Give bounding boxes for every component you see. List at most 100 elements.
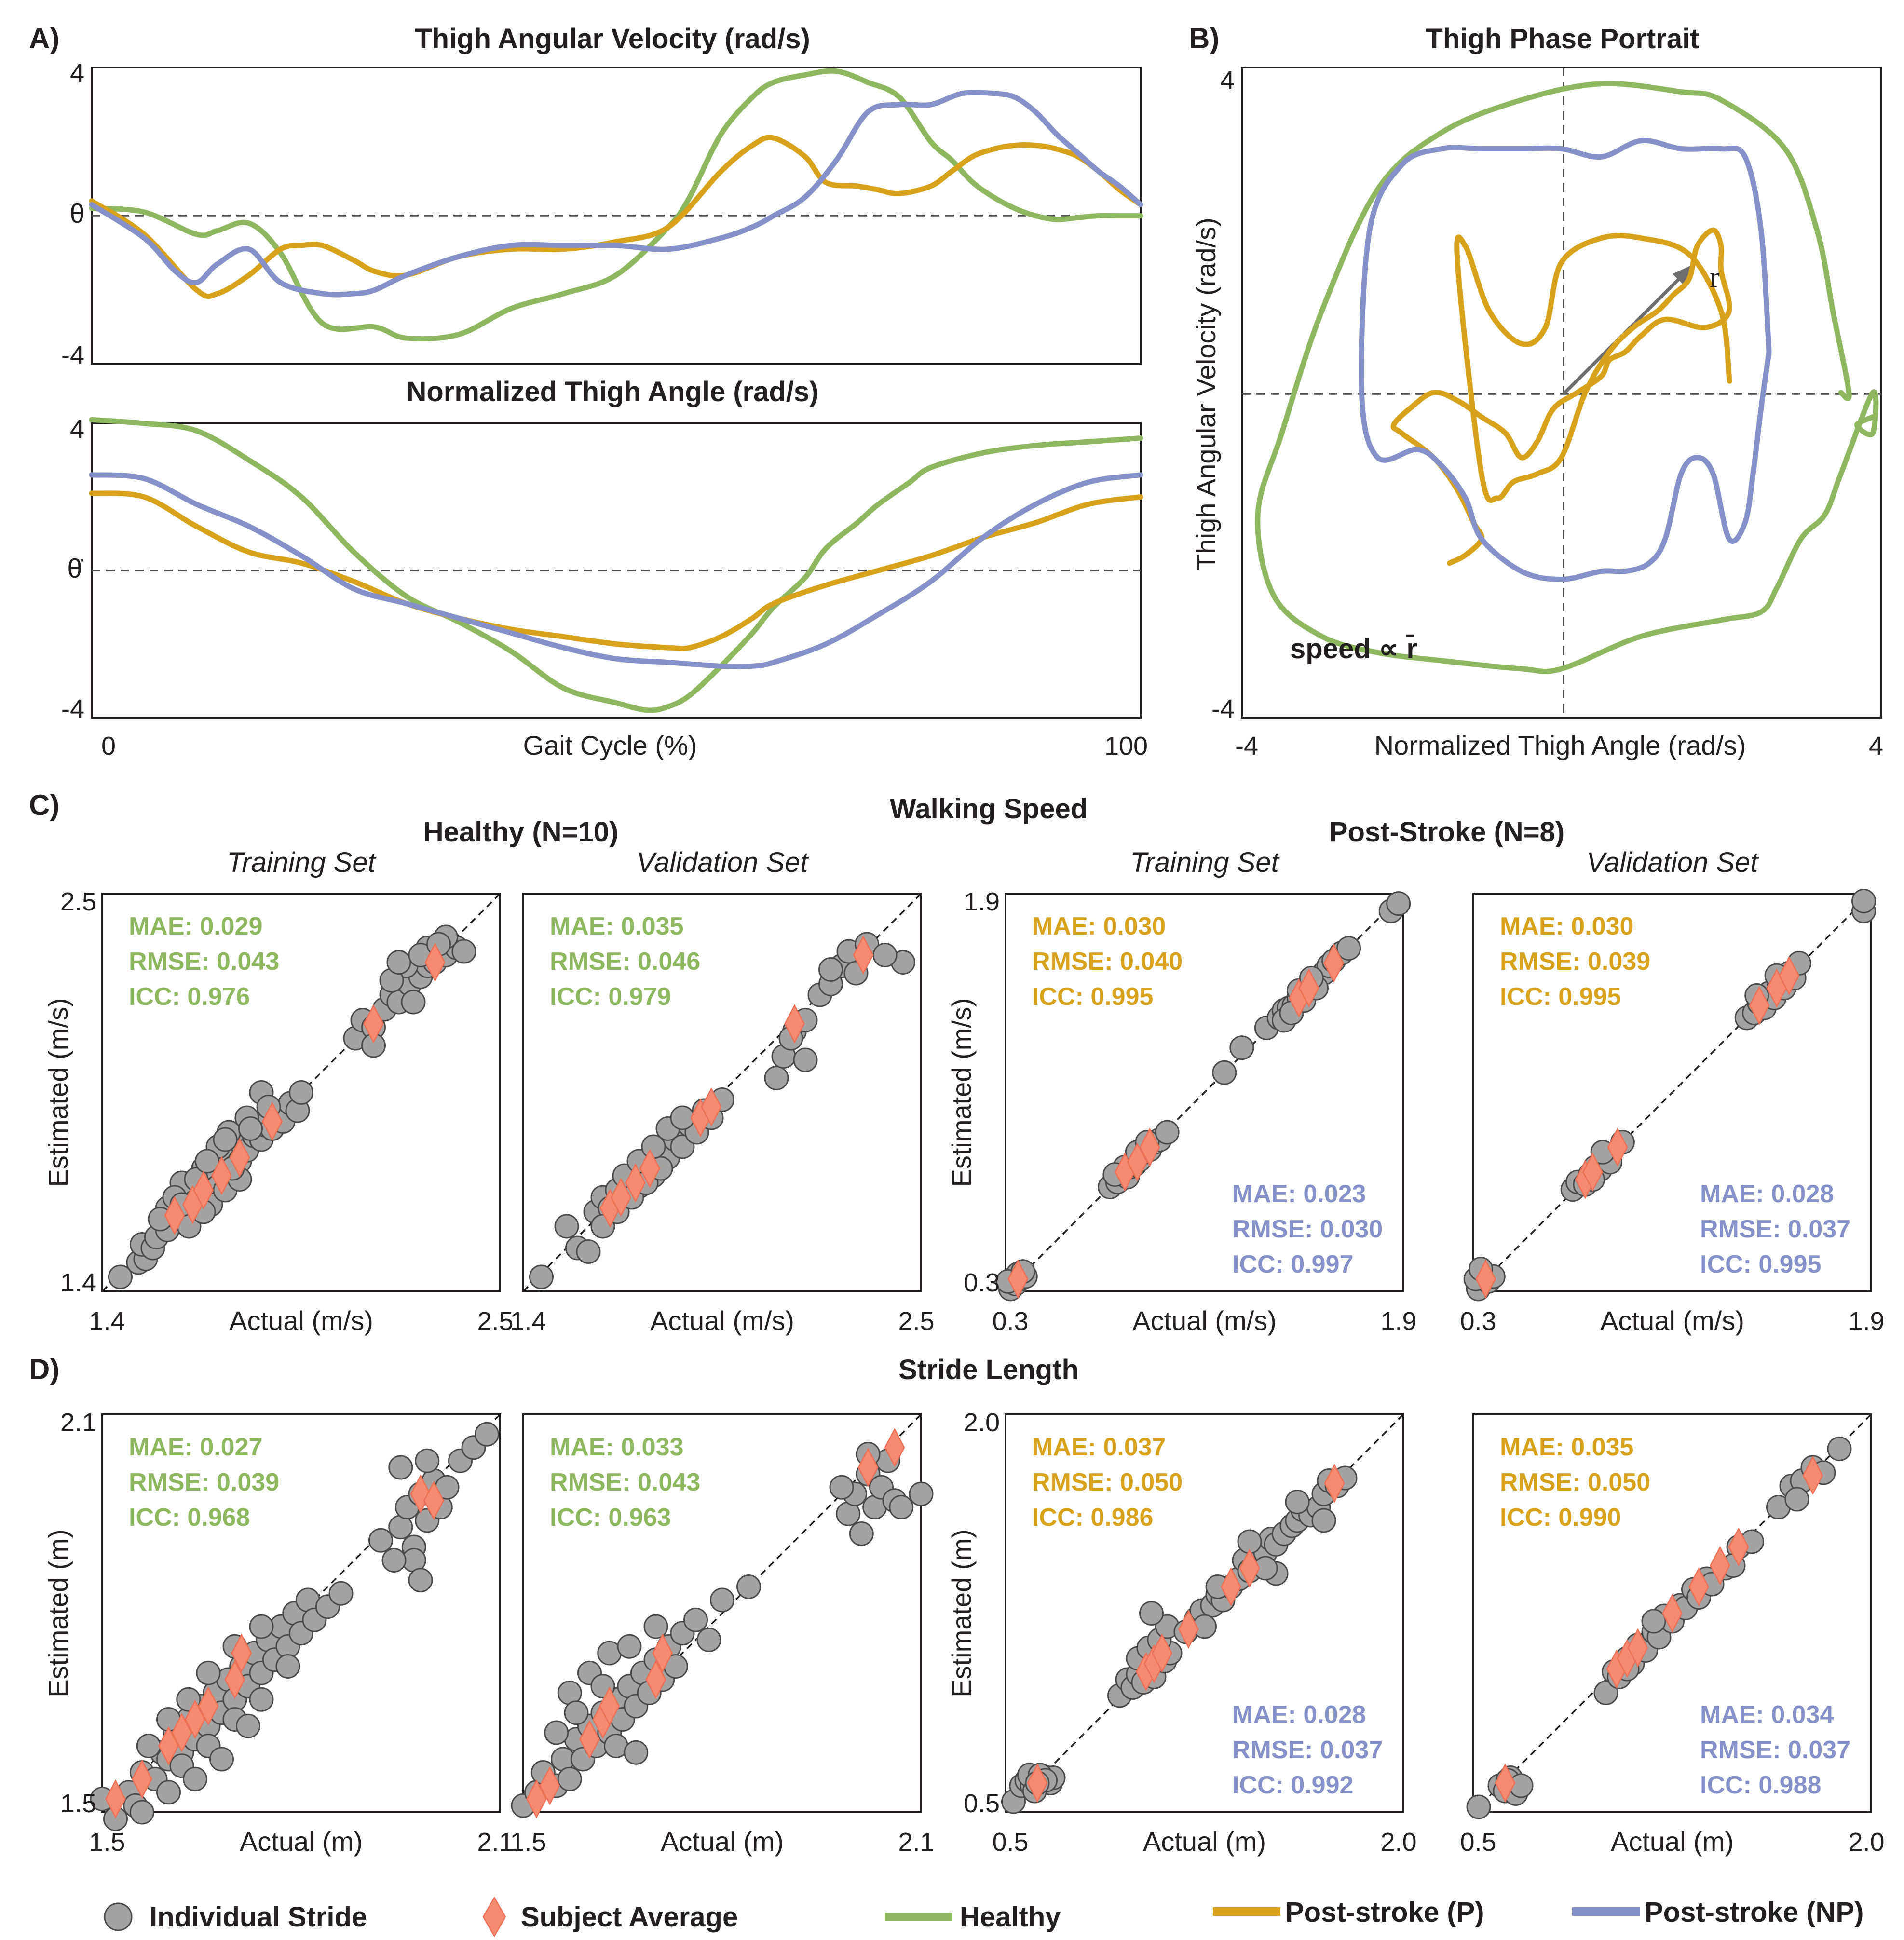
- stride-point: [196, 1660, 221, 1685]
- subject-average-point: [424, 942, 446, 982]
- stride-point: [136, 1734, 161, 1758]
- stride-point: [381, 1548, 407, 1573]
- subject-average-point: [625, 1163, 646, 1203]
- curve-a-bottom-healthy: [89, 417, 1143, 713]
- subject-average-point: [1239, 1548, 1260, 1588]
- stat-icc: ICC: 0.986: [1032, 1504, 1153, 1532]
- scatter-stride-healthy-validation: 1.5 2.1 Actual (m) MAE: 0.033 RMSE: 0.043 ICC…: [510, 1413, 935, 1857]
- subject-average-point: [1027, 1763, 1048, 1803]
- stride-point: [1784, 1487, 1809, 1512]
- stat-np-rmse: RMSE: 0.037: [1700, 1736, 1850, 1764]
- stat-rmse: RMSE: 0.046: [550, 948, 700, 976]
- panel-b-xtick-min: -4: [1235, 732, 1258, 760]
- stat-mae: MAE: 0.037: [1032, 1433, 1166, 1461]
- curve-b-post-stroke-p: [1390, 227, 1733, 566]
- stat-icc: ICC: 0.995: [1500, 983, 1621, 1011]
- subject-average-point: [1749, 986, 1770, 1025]
- stat-rmse: RMSE: 0.040: [1032, 948, 1183, 976]
- stat-rmse: RMSE: 0.043: [129, 948, 279, 976]
- scatter-subtitle: Training Set: [227, 847, 377, 878]
- stride-point: [1593, 1681, 1618, 1705]
- xtick-max: 2.1: [477, 1828, 513, 1857]
- stat-np-icc: ICC: 0.995: [1700, 1250, 1821, 1278]
- subject-average-point: [1495, 1763, 1516, 1803]
- stat-mae: MAE: 0.030: [1032, 912, 1166, 940]
- legend-post-stroke-np-label: Post-stroke (NP): [1645, 1897, 1863, 1928]
- stride-point: [624, 1740, 649, 1765]
- stat-mae: MAE: 0.035: [1500, 1433, 1633, 1461]
- xtick-min: 1.4: [510, 1307, 546, 1336]
- panel-b-ytick-max: 4: [1220, 66, 1235, 95]
- scatter-xlabel: Actual (m/s): [1600, 1305, 1744, 1336]
- scatter-frame: [101, 893, 501, 1292]
- panel-b-frame: [1241, 67, 1882, 719]
- xtick-min: 1.5: [89, 1828, 125, 1857]
- stat-np-rmse: RMSE: 0.030: [1232, 1215, 1383, 1243]
- panel-a-top-plot: [89, 67, 1143, 365]
- subject-average-point: [185, 1699, 205, 1739]
- stride-point: [408, 1568, 433, 1593]
- scatter-frame: [1005, 893, 1404, 1292]
- stride-point: [1212, 1060, 1237, 1085]
- stat-mae: MAE: 0.030: [1500, 912, 1633, 940]
- ytick-min: 0.5: [964, 1789, 1000, 1818]
- stat-np-icc: ICC: 0.997: [1232, 1250, 1353, 1278]
- subject-average-point: [1127, 1142, 1148, 1182]
- scatter-frame: [522, 1413, 922, 1813]
- subject-average-point: [611, 1178, 631, 1217]
- stride-point: [1827, 1437, 1852, 1461]
- subject-average-point: [639, 1149, 660, 1188]
- stride-point: [475, 1422, 499, 1447]
- stride-point: [1139, 1601, 1164, 1626]
- legend-post-stroke-p-swatch: [1213, 1907, 1280, 1916]
- stat-rmse: RMSE: 0.043: [550, 1468, 700, 1496]
- scatter-walking-healthy-validation: Validation Set 1.4 2.5 Actual (m/s) MAE: 0.0…: [510, 847, 934, 1336]
- ytick-max: 2.1: [60, 1408, 96, 1437]
- xtick-min: 0.5: [1460, 1828, 1496, 1857]
- panel-c-label: C): [29, 789, 59, 821]
- stride-point: [289, 1080, 313, 1105]
- subject-average-point: [1298, 968, 1319, 1008]
- subject-average-point: [599, 1686, 620, 1726]
- xtick-max: 2.5: [898, 1307, 934, 1336]
- subject-average-point: [1662, 1593, 1683, 1633]
- stride-point: [1641, 1609, 1666, 1634]
- panel-a-xlabel: Gait Cycle (%): [523, 730, 697, 760]
- subject-average-point: [1139, 1127, 1160, 1167]
- curve-a-top-post-stroke-np: [89, 90, 1143, 298]
- scatter-frame: [1472, 893, 1872, 1292]
- scatter-xlabel: Actual (m): [1611, 1826, 1734, 1857]
- stat-np-mae: MAE: 0.034: [1700, 1701, 1834, 1729]
- stride-point: [1466, 1794, 1491, 1819]
- stride-point: [617, 1634, 642, 1659]
- stride-point: [1311, 1508, 1336, 1533]
- scatter-frame: [101, 1413, 501, 1813]
- subject-average-point: [1323, 943, 1345, 983]
- panel-b-label: B): [1189, 22, 1219, 54]
- stride-point: [1155, 1120, 1180, 1145]
- panel-a-label: A): [29, 22, 59, 54]
- subject-average-point: [1728, 1527, 1749, 1567]
- panel-b-xtick-max: 4: [1869, 732, 1883, 760]
- scatter-xlabel: Actual (m/s): [229, 1305, 373, 1336]
- stride-point: [1851, 888, 1877, 913]
- panel-c-group-healthy: Healthy (N=10): [423, 816, 619, 848]
- scatter-stride-stroke-validation: 0.5 2.0 Actual (m) MAE: 0.035 RMSE: 0.050 ICC…: [1460, 1413, 1885, 1857]
- panel-d-label: D): [29, 1353, 59, 1385]
- panel-b-title: Thigh Phase Portrait: [1426, 23, 1699, 54]
- ytick-min: 1.5: [60, 1789, 96, 1818]
- legend-post-stroke-np-swatch: [1572, 1907, 1640, 1916]
- radius-label: r: [1710, 261, 1720, 294]
- stride-point: [386, 950, 411, 975]
- stride-point: [213, 1127, 238, 1152]
- scatter-subtitle: Validation Set: [637, 847, 810, 878]
- legend-average-marker: [482, 1896, 506, 1938]
- panel-a-top-ytick-min: -4: [61, 341, 84, 370]
- subject-average-point: [853, 935, 874, 975]
- stat-icc: ICC: 0.995: [1032, 983, 1153, 1011]
- stat-np-mae: MAE: 0.028: [1700, 1180, 1834, 1208]
- stat-icc: ICC: 0.979: [550, 983, 671, 1011]
- scatter-frame: [522, 893, 922, 1292]
- scatter-xlabel: Actual (m/s): [650, 1305, 794, 1336]
